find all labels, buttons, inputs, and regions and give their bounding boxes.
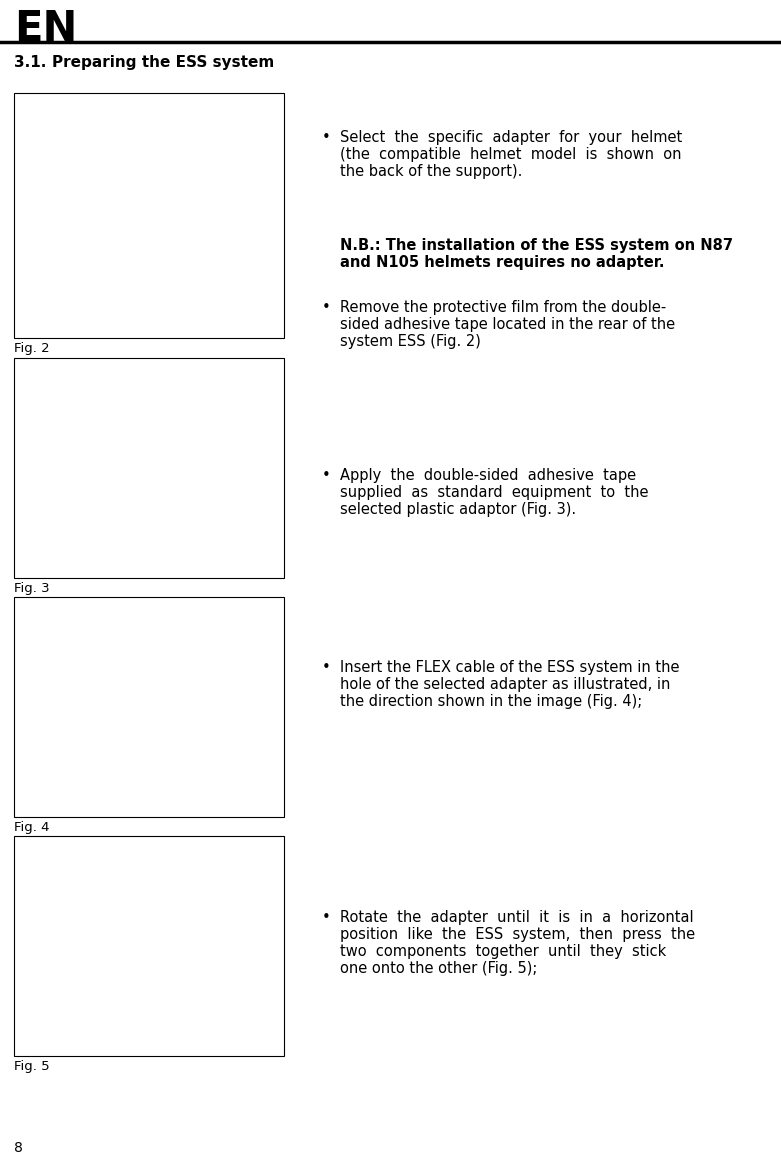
Text: •: • [322,301,330,315]
Text: EN: EN [14,8,77,50]
Text: Preparing the ESS system: Preparing the ESS system [52,55,274,70]
Bar [14,836,284,1055]
Text: (the  compatible  helmet  model  is  shown  on: (the compatible helmet model is shown on [340,147,682,162]
Text: 8: 8 [14,1141,23,1155]
Text: •: • [322,468,330,483]
Text: selected plastic adaptor (Fig. 3).: selected plastic adaptor (Fig. 3). [340,502,576,517]
Text: •: • [322,660,330,675]
Text: 3.1.: 3.1. [14,55,46,70]
Text: Insert the FLEX cable of the ESS system in the: Insert the FLEX cable of the ESS system … [340,660,679,675]
Text: Apply  the  double-sided  adhesive  tape: Apply the double-sided adhesive tape [340,468,637,483]
Text: •: • [322,910,330,925]
Text: Fig. 4: Fig. 4 [14,821,49,834]
Text: Fig. 3: Fig. 3 [14,582,50,595]
Text: two  components  together  until  they  stick: two components together until they stick [340,944,666,959]
Text: Remove the protective film from the double-: Remove the protective film from the doub… [340,301,666,315]
Text: position  like  the  ESS  system,  then  press  the: position like the ESS system, then press… [340,927,695,942]
Text: Rotate  the  adapter  until  it  is  in  a  horizontal: Rotate the adapter until it is in a hori… [340,910,694,925]
Text: hole of the selected adapter as illustrated, in: hole of the selected adapter as illustra… [340,677,670,691]
Text: and N105 helmets requires no adapter.: and N105 helmets requires no adapter. [340,255,665,270]
Text: system ESS (Fig. 2): system ESS (Fig. 2) [340,333,481,349]
Text: N.B.: The installation of the ESS system on N87: N.B.: The installation of the ESS system… [340,238,733,254]
Text: one onto the other (Fig. 5);: one onto the other (Fig. 5); [340,962,537,976]
Text: Fig. 2: Fig. 2 [14,342,50,355]
Text: the direction shown in the image (Fig. 4);: the direction shown in the image (Fig. 4… [340,694,642,709]
Text: sided adhesive tape located in the rear of the: sided adhesive tape located in the rear … [340,317,675,332]
Text: supplied  as  standard  equipment  to  the: supplied as standard equipment to the [340,485,648,500]
Text: Fig. 5: Fig. 5 [14,1060,50,1073]
Text: •: • [322,130,330,146]
Bar [14,93,284,338]
Text: the back of the support).: the back of the support). [340,164,522,178]
Bar [14,598,284,817]
Bar [14,358,284,578]
Text: Select  the  specific  adapter  for  your  helmet: Select the specific adapter for your hel… [340,130,683,146]
